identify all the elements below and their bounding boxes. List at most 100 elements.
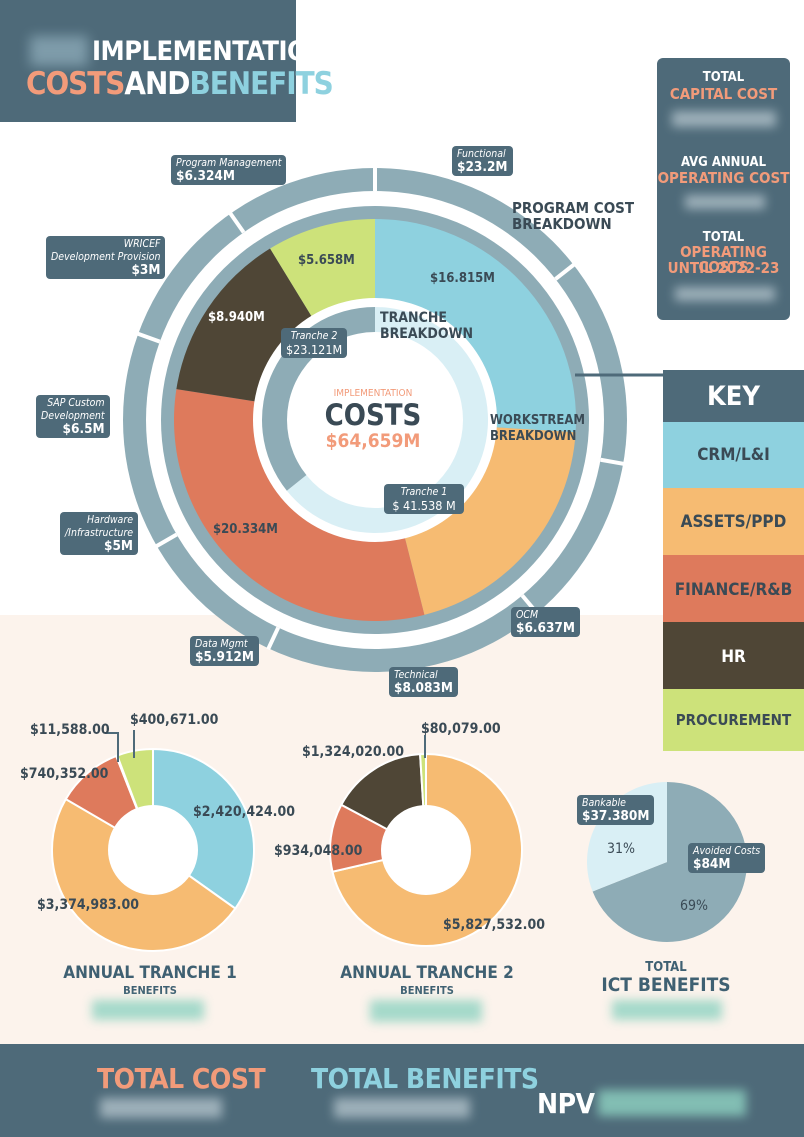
- redacted-t2-total: [370, 1000, 482, 1022]
- tag-functional-name: Functional: [457, 148, 506, 160]
- op-label-2: OPERATING COST: [657, 169, 790, 187]
- key-swatch-procurement: [663, 689, 804, 751]
- tag-data-mgmt: Data Mgmt $5.912M: [190, 636, 259, 666]
- tag-data-mgmt-name: Data Mgmt: [195, 638, 248, 650]
- workstream-header-2: BREAKDOWN: [490, 429, 577, 444]
- key-swatch-assets: [663, 488, 804, 555]
- redacted-title-prefix: [30, 36, 88, 66]
- t1-crm-label: $2,420,424.00: [193, 804, 295, 820]
- total-op-label-1: TOTAL: [702, 230, 745, 245]
- redacted-total-benefits: [334, 1098, 470, 1118]
- program-ring-separator: [266, 626, 281, 651]
- redacted-total-op-value: [675, 287, 775, 301]
- tag-wricef-value: $3M: [131, 262, 161, 278]
- t1-pie-subtitle: BENEFITS: [123, 984, 177, 997]
- program-cost-header-1: PROGRAM COST: [512, 199, 635, 217]
- ict-bankable-name: Bankable: [582, 797, 626, 809]
- t2-hole: [381, 805, 471, 895]
- hr-value-label: $8.940M: [208, 310, 265, 325]
- tranche2-name: Tranche 2: [290, 330, 338, 342]
- program-ring-separator: [228, 211, 246, 234]
- redacted-total-cost: [100, 1098, 222, 1118]
- key-label-procurement: PROCUREMENT: [675, 711, 792, 729]
- workstream-header: WORKSTREAM BREAKDOWN: [490, 413, 585, 445]
- tranche1-benefits-pie: [51, 747, 255, 952]
- capital-label-1: TOTAL: [702, 70, 745, 85]
- tranche1-leader-lines: [105, 730, 426, 762]
- tag-data-mgmt-value: $5.912M: [195, 649, 254, 665]
- tag-hardware-name: Hardware: [87, 514, 134, 526]
- tag-ocm-value: $6.637M: [516, 620, 575, 636]
- tag-hardware: Hardware/Infrastructure $5M: [60, 512, 139, 555]
- footer-npv: NPV: [537, 1087, 595, 1120]
- ict-avoided-value: $84M: [693, 856, 731, 872]
- tag-wricef-name2: Development Provision: [51, 251, 161, 263]
- tag-wricef: WRICEF Development Provision $3M: [46, 236, 166, 279]
- redacted-t1-total: [92, 1000, 204, 1020]
- tranche-header: TRANCHE BREAKDOWN: [380, 310, 473, 342]
- center-total: $64,659M: [325, 430, 421, 452]
- tag-sap-custom: SAP Custom Development $6.5M: [36, 395, 110, 438]
- tag-sap-value: $6.5M: [62, 421, 105, 437]
- title-line-1: IMPLEMENTATION: [92, 36, 327, 67]
- tranche2-benefits-pie: [329, 752, 523, 947]
- tag-wricef-name: WRICEF: [123, 238, 161, 250]
- ict-bankable-value: $37.380M: [582, 808, 650, 824]
- tag-program-management: Program Management $6.324M: [171, 155, 287, 185]
- key-label-hr: HR: [721, 647, 746, 667]
- t2-procurement-label: $80,079.00: [421, 721, 501, 737]
- tag-sap-name2: Development: [41, 410, 105, 422]
- tranche1-tag: Tranche 1 $ 41.538 M: [384, 484, 464, 514]
- title-word-benefits: BENEFITS: [189, 66, 333, 102]
- key-title: KEY: [706, 381, 760, 412]
- procurement-value-label: $5.658M: [298, 253, 355, 268]
- tag-ocm: OCM $6.637M: [511, 607, 580, 637]
- t1-finance-label: $740,352.00: [20, 766, 109, 782]
- title-word-costs: COSTS: [26, 66, 125, 102]
- redacted-npv: [598, 1090, 746, 1116]
- tag-ocm-name: OCM: [516, 609, 539, 621]
- center-label-2: COSTS: [324, 398, 422, 432]
- tag-hardware-value: $5M: [104, 538, 134, 554]
- total-op-label-2: OPERATING COSTS: [680, 243, 767, 276]
- key-swatch-crm: [663, 422, 804, 488]
- t1-procurement-label: $400,671.00: [130, 712, 219, 728]
- capital-label-2: CAPITAL COST: [669, 85, 778, 103]
- ict-avoided-name: Avoided Costs: [693, 845, 761, 857]
- redacted-ict-total: [612, 1000, 722, 1020]
- tranche2-tag: Tranche 2 $23.121M: [281, 328, 348, 358]
- title-word-and: AND: [124, 66, 190, 102]
- footer-total-cost: TOTAL COST: [97, 1062, 266, 1095]
- tranche1-value: $ 41.538 M: [392, 498, 456, 513]
- t1-pie-title: ANNUAL TRANCHE 1: [63, 963, 237, 983]
- tag-hardware-name2: /Infrastructure: [65, 527, 134, 539]
- op-label-1: AVG ANNUAL: [680, 155, 767, 170]
- tranche-header-1: TRANCHE: [380, 310, 447, 326]
- t2-pie-title: ANNUAL TRANCHE 2: [340, 963, 514, 983]
- t1-hole: [108, 805, 198, 895]
- key-label-assets: ASSETS/PPD: [680, 512, 787, 532]
- tranche-header-2: BREAKDOWN: [380, 326, 474, 342]
- program-ring-separator: [600, 457, 625, 466]
- tag-pm-name: Program Management: [176, 157, 282, 169]
- total-op-label-3: UNTIL 2022-23: [667, 259, 780, 277]
- ict-avoided-pct: 69%: [680, 898, 708, 914]
- key-label-finance: FINANCE/R&B: [674, 580, 793, 600]
- key-header-box: [663, 370, 804, 422]
- t2-finance-label: $934,048.00: [274, 843, 363, 859]
- center-hole: [287, 332, 463, 508]
- tranche1-name: Tranche 1: [400, 486, 448, 498]
- ict-bankable-tag: Bankable $37.380M: [577, 795, 655, 825]
- key-swatch-hr: [663, 622, 804, 689]
- program-ring-separator: [154, 532, 178, 549]
- key-label-crm: CRM/L&I: [697, 445, 770, 465]
- tag-technical-name: Technical: [394, 669, 438, 681]
- tranche2-value: $23.121M: [286, 342, 343, 357]
- ict-bankable-pct: 31%: [607, 841, 635, 857]
- ict-avoided-tag: Avoided Costs $84M: [688, 843, 766, 873]
- program-cost-header-2: BREAKDOWN: [512, 215, 612, 233]
- center-label-1: IMPLEMENTATION: [333, 388, 413, 399]
- t1-hr-label: $11,588.00: [30, 722, 110, 738]
- t2-assets-label: $5,827,532.00: [443, 917, 545, 933]
- tag-functional-value: $23.2M: [457, 159, 508, 175]
